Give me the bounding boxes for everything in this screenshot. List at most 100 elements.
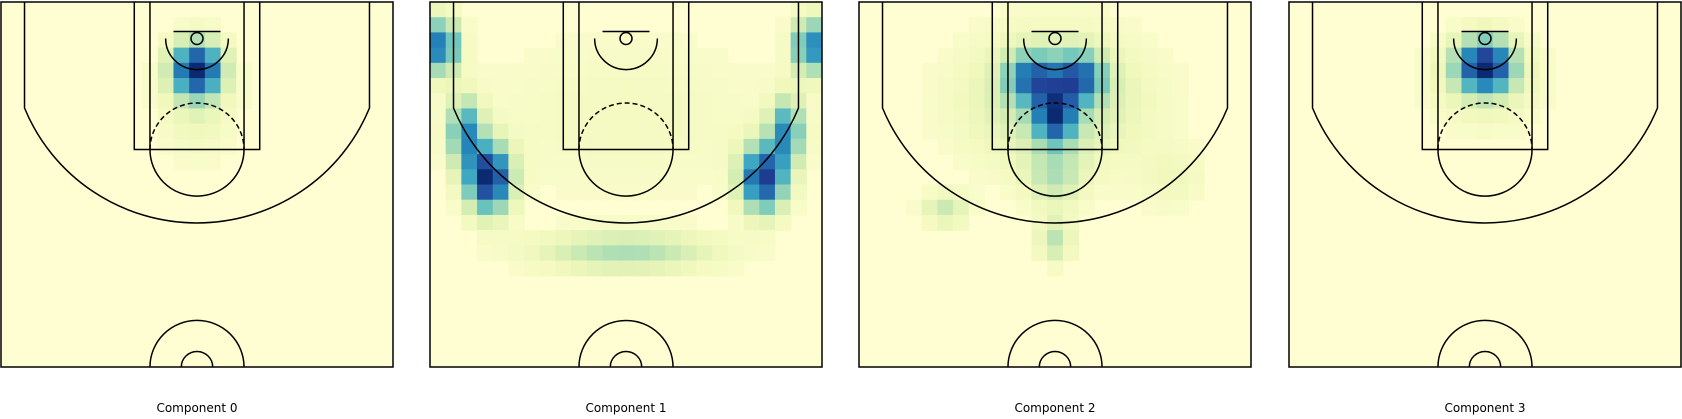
heatmap-cell bbox=[618, 32, 635, 49]
heatmap-cell bbox=[790, 123, 807, 140]
heatmap-cell bbox=[806, 154, 822, 170]
heatmap-cell bbox=[633, 47, 651, 64]
heatmap-cell bbox=[508, 260, 525, 277]
heatmap-cell bbox=[1000, 184, 1017, 201]
heatmap-cell bbox=[1047, 230, 1064, 246]
heatmap-cell bbox=[508, 154, 525, 170]
heatmap-cell bbox=[774, 123, 792, 140]
center-circle-inner bbox=[1038, 350, 1072, 367]
heatmap-cell bbox=[602, 32, 619, 49]
heatmap-cell bbox=[461, 184, 478, 201]
heatmap-cell bbox=[157, 123, 175, 140]
heatmap-cell bbox=[1062, 138, 1080, 155]
heatmap-cell bbox=[921, 93, 938, 110]
heatmap-cell bbox=[743, 199, 760, 216]
heatmap-cell bbox=[1188, 169, 1205, 186]
heatmap-cell bbox=[173, 108, 190, 125]
heatmap-cell bbox=[586, 230, 604, 246]
heatmap-cell bbox=[157, 108, 175, 125]
heatmap-cell bbox=[712, 245, 729, 262]
heatmap-cell bbox=[759, 169, 776, 186]
heatmap-cell bbox=[696, 169, 713, 186]
heatmap-cell bbox=[1109, 154, 1127, 170]
center-circle-outer bbox=[1437, 319, 1533, 367]
heatmap-cell bbox=[984, 154, 1001, 170]
heatmap-cell bbox=[508, 123, 525, 140]
heatmap-cell bbox=[1172, 154, 1189, 170]
heatmap-cell bbox=[1031, 123, 1048, 140]
heatmap-cell bbox=[461, 62, 478, 79]
heatmap-cell bbox=[1094, 154, 1111, 170]
heatmap-cell bbox=[618, 78, 635, 94]
heatmap-cell bbox=[1000, 169, 1017, 186]
heatmap-cell bbox=[953, 78, 970, 94]
court-panel-2: Component 2 bbox=[858, 1, 1252, 415]
heatmap-cell bbox=[524, 245, 541, 262]
heatmap-cell bbox=[665, 184, 682, 201]
heatmap-cell bbox=[984, 169, 1001, 186]
heatmap-cell bbox=[602, 93, 619, 110]
heatmap-cell bbox=[712, 138, 729, 155]
heatmap-cell bbox=[602, 138, 619, 155]
heatmap-cell bbox=[1062, 123, 1080, 140]
heatmap-cell bbox=[649, 47, 666, 64]
heatmap-cell bbox=[953, 199, 970, 216]
heatmap-cell bbox=[618, 123, 635, 140]
heatmap-cell bbox=[1508, 78, 1525, 94]
heatmap-cell bbox=[1508, 123, 1525, 140]
heatmap-cell bbox=[1172, 78, 1189, 94]
heatmap-cell bbox=[602, 108, 619, 125]
heatmap-cell bbox=[953, 47, 970, 64]
heatmap-cell bbox=[618, 184, 635, 201]
heatmap-cell bbox=[1156, 108, 1174, 125]
heatmap-cell bbox=[1188, 184, 1205, 201]
heatmap-cell bbox=[157, 93, 175, 110]
heatmap-cell bbox=[618, 245, 635, 262]
heatmap-cell bbox=[806, 62, 822, 79]
heatmap-cell bbox=[1445, 123, 1463, 140]
heatmap-cell bbox=[1078, 78, 1095, 94]
three-point-line bbox=[1311, 2, 1659, 224]
heatmap-cell bbox=[712, 169, 729, 186]
heatmap-cell bbox=[1461, 93, 1478, 110]
free-throw-circle-bottom bbox=[578, 149, 674, 197]
heatmap-cell bbox=[445, 199, 462, 216]
free-throw-circle-top bbox=[1437, 102, 1533, 150]
heatmap-cell bbox=[1015, 78, 1033, 94]
heatmap-cell bbox=[1492, 17, 1510, 34]
heatmap-cell bbox=[1062, 230, 1080, 246]
heatmap-cell bbox=[524, 108, 541, 125]
heatmap-cell bbox=[937, 123, 954, 140]
heatmap-cell bbox=[1015, 199, 1033, 216]
heatmap-cell bbox=[921, 123, 938, 140]
heatmap-cell bbox=[173, 47, 190, 64]
heatmap-cell bbox=[173, 93, 190, 110]
heatmap-cell bbox=[555, 245, 572, 262]
heatmap-cell bbox=[1477, 93, 1494, 110]
heatmap-cell bbox=[492, 230, 509, 246]
heatmap-cell bbox=[1172, 184, 1189, 201]
heatmap-cell bbox=[696, 260, 713, 277]
heatmap-cell bbox=[806, 32, 822, 49]
heatmap-cell bbox=[774, 108, 792, 125]
heatmap-cell bbox=[1156, 123, 1174, 140]
heatmap-cell bbox=[524, 62, 541, 79]
heatmap-cell bbox=[539, 260, 557, 277]
heatmap-cell bbox=[680, 260, 698, 277]
outer-paint bbox=[133, 2, 261, 151]
heatmap-cell bbox=[1047, 245, 1064, 262]
heatmap-cell bbox=[937, 62, 954, 79]
heatmap-cell bbox=[759, 62, 776, 79]
heatmap-cell bbox=[633, 260, 651, 277]
heatmap-cell bbox=[524, 230, 541, 246]
three-point-line bbox=[881, 2, 1229, 224]
heatmap-cell bbox=[774, 17, 792, 34]
heatmap-cell bbox=[712, 108, 729, 125]
heatmap-cell bbox=[539, 154, 557, 170]
heatmap-cell bbox=[727, 93, 745, 110]
heatmap-cell bbox=[1156, 184, 1174, 201]
heatmap-cell bbox=[618, 138, 635, 155]
heatmap-cell bbox=[618, 47, 635, 64]
heatmap-cell bbox=[618, 62, 635, 79]
